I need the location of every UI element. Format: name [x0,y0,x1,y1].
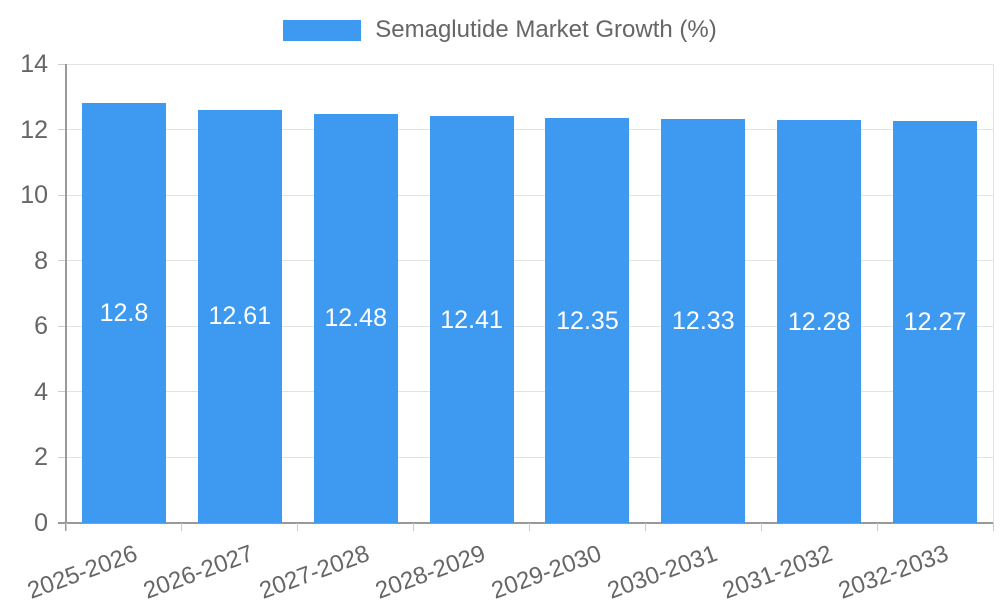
y-tick-mark [58,63,66,65]
y-grid-line [66,325,993,327]
y-tick-mark [58,456,66,458]
y-axis-line [65,64,67,531]
y-grid-line [66,391,993,393]
x-tick-mark [644,523,646,531]
bar-value-label: 12.27 [903,307,967,336]
y-tick-label: 6 [34,312,48,341]
y-tick-label: 14 [20,50,48,78]
y-tick-label: 2 [34,443,48,472]
plot-right-border [993,64,994,523]
y-tick-mark [58,260,66,262]
y-grid-line [66,129,993,131]
x-tick-mark [413,523,415,531]
chart-legend[interactable]: Semaglutide Market Growth (%) [0,16,1000,44]
y-tick-label: 10 [20,181,48,210]
legend-label: Semaglutide Market Growth (%) [375,16,717,43]
bar[interactable]: 12.8 [81,103,166,523]
y-tick-mark [58,194,66,196]
x-tick-label: 2027-2028 [255,540,373,600]
legend-swatch [283,19,362,41]
bar[interactable]: 12.48 [313,113,398,523]
bar-value-label: 12.48 [324,304,387,333]
bar-value-label: 12.41 [440,305,503,334]
y-grid-line [66,260,993,262]
bar[interactable]: 12.28 [777,120,862,523]
x-tick-label: 2032-2033 [835,540,953,600]
x-tick-label: 2026-2027 [139,540,258,600]
y-tick-mark [58,129,66,131]
y-tick-label: 12 [20,115,48,144]
y-tick-mark [58,391,66,393]
x-tick-label: 2028-2029 [371,540,489,600]
x-tick-mark [65,523,67,531]
y-grid-line [66,194,993,196]
y-tick-label: 0 [34,509,48,537]
x-tick-label: 2031-2032 [719,540,837,600]
x-tick-label: 2025-2026 [24,540,142,600]
bar-value-label: 12.33 [672,306,735,335]
y-grid-line [66,456,993,458]
x-tick-mark [297,523,299,531]
bar[interactable]: 12.61 [197,109,282,523]
y-tick-label: 4 [34,377,48,406]
x-tick-mark [529,523,530,531]
bar-value-label: 12.8 [99,299,149,328]
x-tick-mark [181,523,183,531]
x-tick-mark [760,523,762,531]
bar[interactable]: 12.27 [893,120,978,523]
bar-value-label: 12.61 [208,302,272,331]
bar-value-label: 12.35 [556,306,619,335]
x-tick-label: 2030-2031 [603,540,721,600]
bar[interactable]: 12.33 [661,118,746,523]
bar-value-label: 12.28 [787,307,851,336]
x-tick-label: 2029-2030 [487,540,605,600]
bar[interactable]: 12.35 [545,118,630,523]
y-grid-line [66,63,993,65]
y-tick-label: 8 [34,246,48,275]
x-axis-line [58,522,993,524]
x-tick-mark [876,523,878,531]
x-tick-mark [992,523,994,531]
bar[interactable]: 12.41 [429,116,514,523]
y-tick-mark [58,325,66,327]
